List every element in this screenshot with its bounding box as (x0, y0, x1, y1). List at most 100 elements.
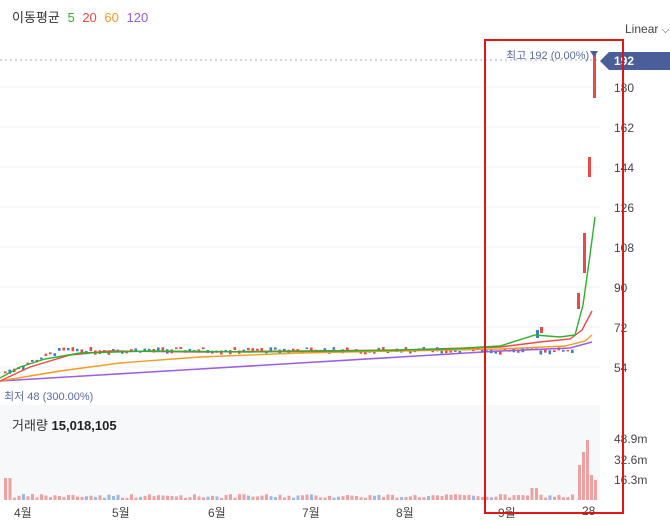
volume-bar (544, 497, 547, 500)
volume-bars (4, 440, 597, 500)
time-tick: 4월 (14, 506, 32, 520)
volume-bar (512, 495, 516, 500)
scale-value: Linear (625, 22, 659, 36)
volume-bar (157, 495, 160, 500)
candle (269, 347, 273, 352)
candle (251, 348, 255, 352)
candle (562, 349, 565, 352)
volume-bar (139, 496, 142, 500)
volume-bar (557, 494, 561, 500)
price-tick: 144 (614, 161, 635, 175)
volume-bar (481, 496, 484, 500)
volume-bar (521, 495, 525, 500)
candle (449, 350, 453, 353)
candle (31, 359, 34, 362)
candle (517, 349, 520, 353)
candle (197, 349, 201, 352)
volume-bar (332, 497, 336, 500)
candle (566, 349, 570, 352)
volume-bar (89, 495, 93, 500)
volume-bar (582, 452, 585, 500)
volume-bar (409, 496, 412, 500)
price-tick: 72 (614, 321, 628, 335)
volume-bar (265, 494, 268, 500)
volume-bar (526, 495, 529, 500)
scale-selector[interactable]: Linear ⌵ (625, 22, 669, 36)
time-tick: 8월 (396, 506, 414, 520)
volume-bar (98, 495, 102, 500)
volume-bar (143, 495, 147, 500)
volume-bar (377, 494, 381, 500)
candle (143, 348, 147, 352)
volume-chart[interactable] (0, 405, 600, 500)
legend-title: 이동평균 (12, 10, 60, 25)
volume-bar (499, 494, 502, 500)
candle (422, 347, 426, 349)
volume-bar (517, 494, 520, 500)
candle (247, 347, 250, 351)
volume-bar (238, 494, 241, 500)
volume-bar (220, 497, 223, 500)
volume-bar (67, 494, 70, 500)
volume-bar (314, 495, 318, 500)
price-tick: 180 (614, 81, 635, 95)
highlight-box (484, 39, 624, 514)
volume-bar (121, 497, 124, 500)
volume-bar (94, 496, 97, 500)
volume-bar (571, 494, 574, 500)
volume-bar (454, 494, 457, 500)
candle (112, 349, 115, 352)
grid-lines (0, 86, 600, 368)
volume-bar (193, 494, 196, 500)
candle (130, 349, 133, 352)
volume-bar (400, 497, 403, 500)
candle (49, 352, 52, 355)
candle (22, 365, 25, 370)
ma60-line (0, 334, 593, 382)
candle (80, 349, 84, 354)
candle (536, 330, 539, 338)
candle (571, 349, 574, 354)
volume-bar (278, 494, 282, 500)
candle (440, 350, 444, 354)
price-tick: 54 (614, 361, 628, 375)
volume-bar (373, 495, 376, 500)
legend-ma60: 60 (104, 10, 119, 25)
candle (296, 349, 300, 351)
volume-bar (458, 494, 462, 500)
volume-bar (590, 475, 593, 500)
volume-bar (578, 465, 581, 500)
candle (382, 347, 385, 352)
volume-bar (553, 496, 556, 500)
volume-bar (359, 497, 363, 500)
candle (583, 233, 586, 273)
volume-bar (337, 496, 340, 500)
volume-bar (125, 497, 129, 500)
volume-bar (170, 495, 174, 500)
candle (220, 350, 223, 355)
volume-bar (368, 495, 372, 500)
volume-bar (413, 495, 417, 500)
volume-bar (296, 495, 300, 500)
volume-bar (539, 494, 543, 500)
candle (8, 369, 12, 374)
candle (373, 350, 376, 354)
price-chart[interactable] (0, 45, 600, 405)
volume-bar (184, 497, 187, 500)
candle (179, 347, 183, 350)
candle (503, 348, 507, 351)
volume-bar (490, 497, 493, 500)
candle (89, 347, 93, 352)
volume-bar (71, 495, 75, 500)
candle (458, 350, 462, 354)
candle (224, 349, 228, 353)
candle (260, 348, 264, 352)
volume-bar (395, 497, 399, 500)
volume-bar (382, 497, 385, 500)
volume-bar (103, 497, 106, 500)
volume-bar (260, 495, 264, 500)
volume-bar (152, 496, 156, 500)
current-price-badge (600, 52, 670, 70)
time-tick: 5월 (112, 506, 130, 520)
volume-bar (310, 494, 313, 500)
